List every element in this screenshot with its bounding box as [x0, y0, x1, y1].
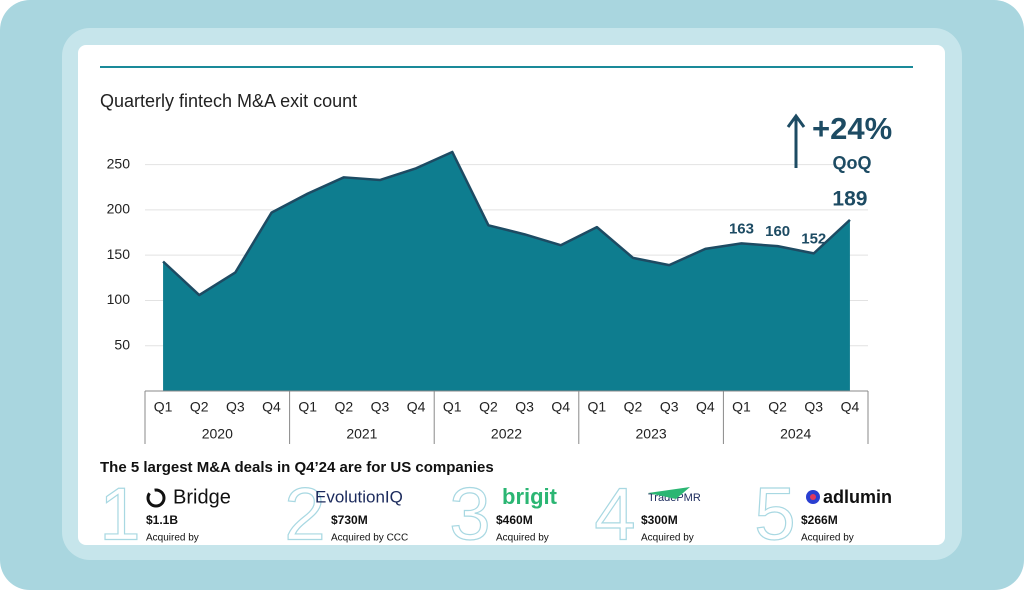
x-tick-label: Q3	[226, 399, 245, 415]
x-group-label: 2024	[780, 426, 811, 442]
deal-amount: $1.1B	[146, 513, 178, 527]
plot: 50 100 150 200 250 163 160 152 189 Q1 Q2 Q3 Q4 Q1 Q2 Q3…	[107, 150, 869, 444]
x-tick-label: Q4	[696, 399, 715, 415]
x-tick-label: Q4	[841, 399, 860, 415]
bridge-icon	[146, 488, 166, 508]
x-tick-label: Q2	[479, 399, 498, 415]
x-tick-label: Q1	[732, 399, 751, 415]
deal-rank: 2	[284, 473, 325, 556]
x-tick-label: Q3	[804, 399, 823, 415]
x-tick-label: Q1	[443, 399, 462, 415]
deal-amount: $300M	[641, 513, 678, 527]
deal-note: Acquired by CCC	[331, 533, 408, 544]
x-group-label: 2022	[491, 426, 522, 442]
y-tick-label: 250	[107, 155, 131, 171]
deal-company: adlumin	[823, 487, 892, 507]
data-label: 160	[765, 223, 790, 240]
deal-company: Bridge	[173, 486, 231, 508]
x-tick-label: Q2	[768, 399, 787, 415]
x-tick-label: Q3	[660, 399, 679, 415]
deal-rank: 5	[754, 473, 795, 556]
x-tick-label: Q4	[262, 399, 281, 415]
deal-note: Acquired by	[801, 533, 854, 544]
deals-title: The 5 largest M&A deals in Q4’24 are for…	[100, 459, 494, 476]
deal-amount: $730M	[331, 513, 368, 527]
x-tick-label: Q1	[298, 399, 317, 415]
period-label: QoQ	[833, 153, 872, 173]
x-group-label: 2023	[636, 426, 667, 442]
x-tick-label: Q2	[334, 399, 353, 415]
deal-amount: $460M	[496, 513, 533, 527]
deal-amount: $266M	[801, 513, 838, 527]
y-tick-label: 100	[107, 291, 131, 307]
tradepmr-icon	[648, 487, 690, 499]
adlumin-icon-core	[810, 494, 816, 500]
deal-company: brigit	[502, 484, 558, 509]
x-tick-label: Q4	[551, 399, 570, 415]
x-tick-label: Q1	[588, 399, 607, 415]
deal-rank: 4	[594, 473, 635, 556]
x-tick-label: Q2	[190, 399, 209, 415]
x-tick-label: Q4	[407, 399, 426, 415]
deal-rank: 1	[99, 473, 140, 556]
x-group-label: 2021	[346, 426, 377, 442]
chart-title: Quarterly fintech M&A exit count	[100, 91, 357, 111]
deal-rank: 3	[449, 473, 490, 556]
change-label: +24%	[812, 111, 892, 146]
area	[163, 151, 850, 391]
deal-company: EvolutionIQ	[315, 487, 403, 506]
x-group-label: 2020	[202, 426, 233, 442]
line	[162, 150, 851, 297]
deal-note: Acquired by	[496, 533, 549, 544]
x-tick-label: Q1	[154, 399, 173, 415]
y-tick-label: 200	[107, 201, 131, 217]
deal-note: Acquired by	[641, 533, 694, 544]
x-tick-label: Q2	[624, 399, 643, 415]
up-arrow	[786, 113, 806, 168]
x-tick-label: Q3	[371, 399, 390, 415]
y-tick-label: 50	[114, 336, 130, 352]
data-label: 152	[801, 230, 826, 247]
data-label: 163	[729, 220, 754, 237]
data-label: 189	[832, 187, 867, 210]
card-content: Quarterly fintech M&A exit count 5010015…	[99, 66, 913, 556]
x-tick-label: Q3	[515, 399, 534, 415]
deal-note: Acquired by	[146, 533, 199, 544]
y-tick-label: 150	[107, 246, 131, 262]
